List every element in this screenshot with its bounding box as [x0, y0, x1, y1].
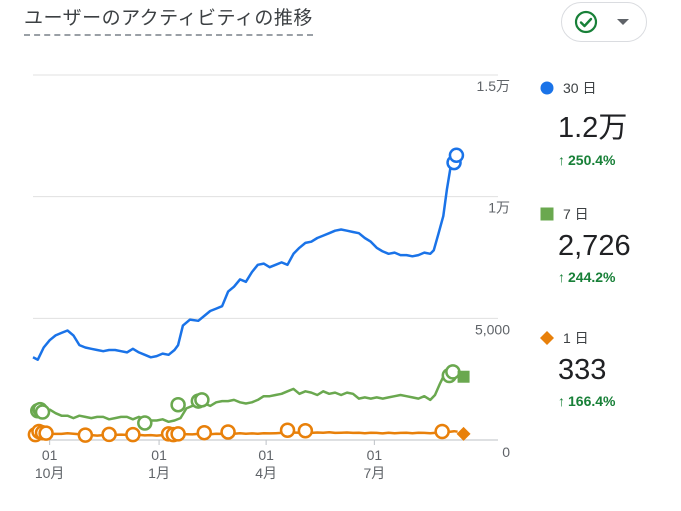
- x-tick-label: 01: [151, 447, 167, 463]
- x-tick-label: 01: [258, 447, 274, 463]
- anomaly-marker: [34, 404, 51, 420]
- anomaly-marker: [445, 364, 461, 380]
- legend-delta: 166.4%: [568, 393, 616, 409]
- anomaly-marker: [279, 422, 296, 439]
- series-end-marker: [456, 426, 471, 441]
- caret-down-icon: [617, 19, 629, 25]
- y-tick-label: 5,000: [475, 321, 510, 337]
- y-tick-label: 1.5万: [477, 78, 510, 94]
- anomaly-marker: [434, 423, 450, 440]
- x-tick-label: 10月: [35, 465, 65, 481]
- series-line: [33, 370, 459, 424]
- legend-item-30-day: 30 日 1.2万 ↑ 250.4%: [540, 78, 681, 168]
- arrow-up-icon: ↑: [558, 152, 565, 168]
- legend-label: 1 日: [563, 330, 589, 346]
- legend-item-1-day: 1 日 333 ↑ 166.4%: [540, 328, 681, 409]
- x-tick-label: 7月: [363, 465, 385, 481]
- anomaly-marker: [137, 415, 153, 431]
- legend-delta: 250.4%: [568, 152, 616, 168]
- chart-title: ユーザーのアクティビティの推移: [24, 3, 313, 36]
- square-marker-icon: [540, 207, 554, 221]
- x-tick-label: 1月: [148, 465, 170, 481]
- circle-marker-icon: [540, 81, 554, 95]
- arrow-up-icon: ↑: [558, 393, 565, 409]
- diamond-marker-icon: [540, 331, 554, 345]
- series-end-marker: [457, 370, 470, 383]
- legend-item-7-day: 7 日 2,726 ↑ 244.2%: [540, 204, 681, 285]
- legend-value: 333: [558, 354, 607, 386]
- y-tick-label: 0: [502, 444, 510, 460]
- series-line: [32, 429, 458, 437]
- anomaly-marker: [448, 147, 465, 164]
- legend-label: 30 日: [563, 80, 597, 96]
- series-line: [32, 154, 459, 361]
- anomaly-marker: [77, 427, 94, 443]
- anomaly-marker: [170, 426, 186, 442]
- anomaly-marker: [125, 426, 141, 443]
- legend-value: 1.2万: [558, 112, 628, 144]
- legend-value: 2,726: [558, 230, 631, 262]
- x-tick-label: 01: [42, 447, 58, 463]
- anomaly-marker: [101, 426, 117, 443]
- anomaly-marker: [220, 424, 236, 440]
- arrow-up-icon: ↑: [558, 269, 565, 285]
- legend-delta: 244.2%: [568, 269, 616, 285]
- legend-label: 7 日: [563, 206, 589, 222]
- anomaly-marker: [196, 424, 213, 441]
- x-tick-label: 4月: [255, 465, 277, 481]
- anomaly-marker: [170, 396, 186, 413]
- anomaly-marker: [297, 423, 314, 439]
- check-circle-icon: [574, 10, 598, 34]
- anomaly-marker: [194, 392, 210, 408]
- status-dropdown-button[interactable]: [561, 2, 647, 42]
- y-tick-label: 1万: [488, 200, 510, 216]
- anomaly-marker: [38, 425, 54, 441]
- x-tick-label: 01: [367, 447, 383, 463]
